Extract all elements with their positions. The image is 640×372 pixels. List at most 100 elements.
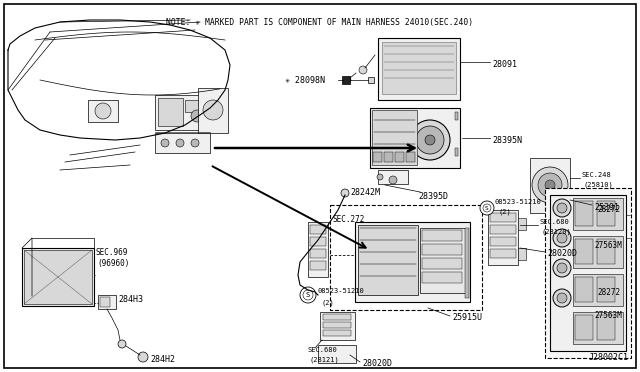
Text: SEC.680: SEC.680 <box>308 347 338 353</box>
Bar <box>88 100 118 122</box>
Text: 27563M: 27563M <box>594 241 621 250</box>
Text: 28020D: 28020D <box>547 250 577 259</box>
Circle shape <box>95 103 111 119</box>
Circle shape <box>377 174 383 180</box>
Circle shape <box>410 120 450 160</box>
Text: NOTE: ✳ MARKED PART IS COMPONENT OF MAIN HARNESS 24010(SEC.240): NOTE: ✳ MARKED PART IS COMPONENT OF MAIN… <box>166 18 474 27</box>
Bar <box>155 95 210 130</box>
Bar <box>490 249 516 258</box>
Text: (2): (2) <box>322 300 335 306</box>
Text: 28272: 28272 <box>597 205 620 214</box>
Circle shape <box>553 259 571 277</box>
Bar <box>323 322 351 328</box>
Bar <box>490 213 516 222</box>
Bar <box>368 77 374 83</box>
Bar <box>308 222 328 277</box>
Text: (28120): (28120) <box>542 229 572 235</box>
Bar <box>575 201 593 226</box>
Circle shape <box>191 110 203 122</box>
Text: SEC.969: SEC.969 <box>95 248 127 257</box>
Circle shape <box>138 352 148 362</box>
Circle shape <box>553 289 571 307</box>
Bar <box>382 42 456 94</box>
Text: (25810): (25810) <box>584 182 614 188</box>
Circle shape <box>118 340 126 348</box>
Circle shape <box>303 290 313 300</box>
Text: S: S <box>485 205 489 211</box>
Bar <box>597 239 615 264</box>
Bar <box>490 237 516 246</box>
Circle shape <box>176 139 184 147</box>
Circle shape <box>300 287 316 303</box>
Bar <box>575 239 593 264</box>
Bar <box>422 244 462 255</box>
Bar <box>575 277 593 302</box>
Bar <box>573 236 623 268</box>
Bar <box>323 330 351 336</box>
Circle shape <box>545 180 555 190</box>
Bar <box>323 314 351 320</box>
Bar <box>422 272 462 283</box>
Text: SEC.680: SEC.680 <box>540 219 570 225</box>
Bar <box>22 248 94 306</box>
Bar <box>310 249 326 258</box>
Text: 28272: 28272 <box>597 288 620 297</box>
Circle shape <box>203 100 223 120</box>
Bar <box>198 88 228 133</box>
Circle shape <box>557 263 567 273</box>
Circle shape <box>538 173 562 197</box>
Bar <box>455 148 458 156</box>
Text: (2): (2) <box>499 209 512 215</box>
Bar <box>310 237 326 246</box>
Bar <box>597 315 615 340</box>
Bar <box>573 312 623 344</box>
Bar <box>597 277 615 302</box>
Bar <box>378 38 460 100</box>
Circle shape <box>532 167 568 203</box>
Bar <box>355 222 470 302</box>
Bar <box>98 295 116 309</box>
Bar <box>545 188 631 358</box>
Circle shape <box>389 176 397 184</box>
Circle shape <box>480 201 494 215</box>
Bar <box>465 228 469 298</box>
Bar <box>100 297 110 307</box>
Bar <box>185 100 207 112</box>
Text: 284H2: 284H2 <box>150 356 175 365</box>
Circle shape <box>341 189 349 197</box>
Bar <box>318 345 356 363</box>
Text: 27563M: 27563M <box>594 311 621 320</box>
Bar <box>490 225 516 234</box>
Bar <box>330 205 482 310</box>
Bar <box>372 110 417 165</box>
Bar <box>455 112 458 120</box>
Text: 25391: 25391 <box>594 202 619 212</box>
Bar <box>310 225 326 234</box>
Text: 25915U: 25915U <box>452 314 482 323</box>
Bar <box>550 195 626 351</box>
Text: 08523-51210: 08523-51210 <box>495 199 541 205</box>
Circle shape <box>425 135 435 145</box>
Text: (28121): (28121) <box>310 357 340 363</box>
Bar <box>573 198 623 230</box>
Bar <box>597 201 615 226</box>
Circle shape <box>557 233 567 243</box>
Bar <box>158 98 183 126</box>
Circle shape <box>345 77 351 83</box>
Text: 284H3: 284H3 <box>118 295 143 305</box>
Bar <box>530 158 570 213</box>
Bar <box>575 315 593 340</box>
Circle shape <box>416 126 444 154</box>
Bar <box>573 274 623 306</box>
Text: SEC.272: SEC.272 <box>333 215 365 224</box>
Bar <box>320 312 355 340</box>
Circle shape <box>553 199 571 217</box>
Bar <box>370 108 460 168</box>
Circle shape <box>191 139 199 147</box>
Circle shape <box>359 66 367 74</box>
Text: ✳ 28098N: ✳ 28098N <box>285 76 325 84</box>
Bar <box>342 76 350 84</box>
Text: 08523-51210: 08523-51210 <box>318 288 365 294</box>
Text: 28091: 28091 <box>492 60 517 68</box>
Bar <box>395 152 404 162</box>
